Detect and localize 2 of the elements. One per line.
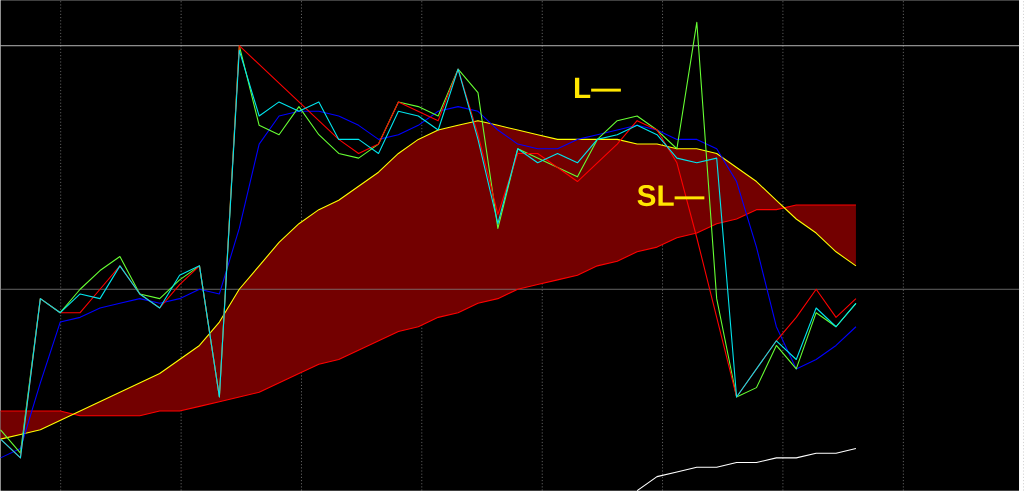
annotation: SL— xyxy=(637,184,705,207)
annotation: L— xyxy=(574,77,621,99)
